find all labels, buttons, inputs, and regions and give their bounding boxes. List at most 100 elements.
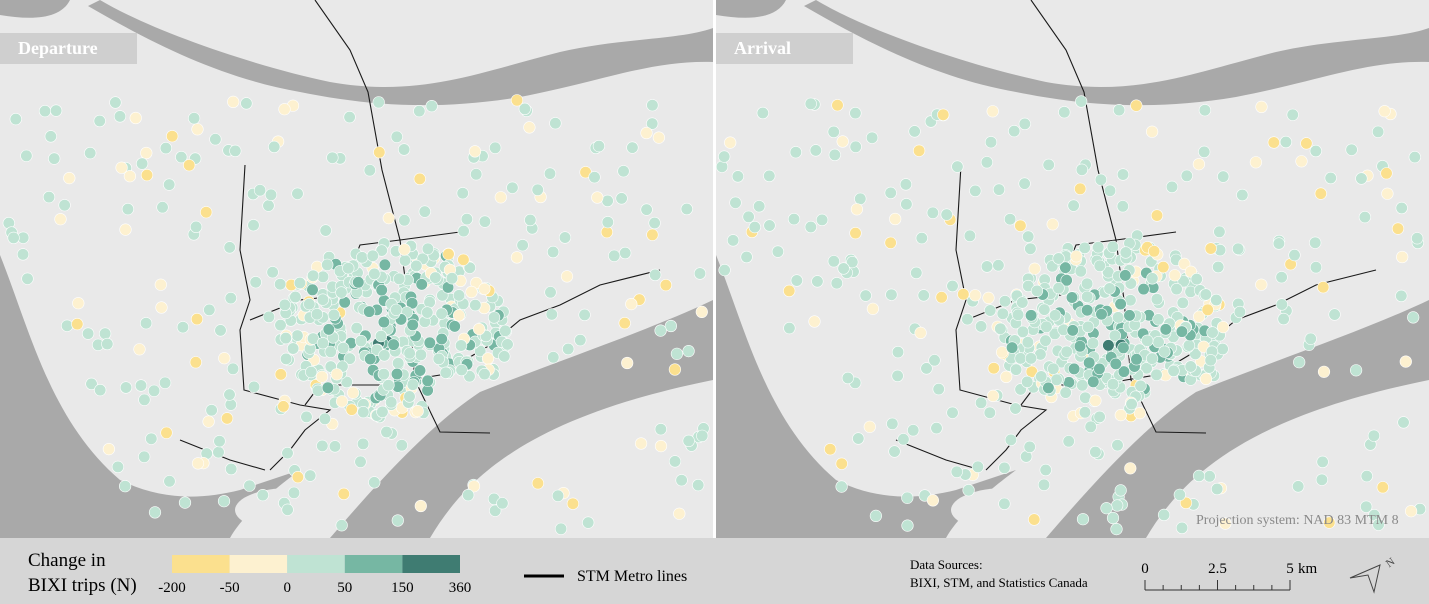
legend-swatch (229, 555, 288, 573)
hex-cell (1070, 250, 1083, 263)
hex-cell (1062, 435, 1075, 448)
hex-cell (423, 296, 436, 309)
hex-cell (1349, 364, 1363, 377)
hex-cell (1396, 250, 1409, 264)
hex-cell (1106, 240, 1119, 253)
hex-cell (343, 352, 356, 365)
hex-cell (1042, 381, 1055, 395)
hex-cell (601, 194, 614, 207)
hex-cell (1025, 309, 1038, 322)
hex-cell (1217, 321, 1230, 334)
hex-cell (1114, 484, 1127, 497)
hex-cell (626, 141, 639, 154)
hex-cell (980, 156, 994, 169)
hex-cell (224, 292, 237, 305)
hex-cell (693, 267, 707, 280)
hex-cell (414, 499, 427, 513)
hex-cell (470, 168, 483, 181)
hex-cell (1150, 293, 1164, 306)
hex-cell (1267, 136, 1280, 149)
hex-cell (1078, 406, 1092, 419)
hex-cell (281, 447, 294, 460)
hex-cell (191, 123, 204, 136)
hex-cell (716, 160, 729, 173)
hex-cell (214, 324, 227, 337)
hex-cell (465, 285, 478, 299)
hex-cell (392, 357, 405, 370)
hex-cell (376, 405, 389, 419)
hex-cell (724, 136, 737, 149)
panel-label-bg (716, 33, 853, 64)
hex-cell (649, 268, 662, 282)
hex-cell (189, 356, 202, 369)
hex-cell (621, 356, 634, 370)
hex-cell (1146, 352, 1159, 365)
hex-cell (410, 259, 423, 273)
hex-cell (1089, 394, 1102, 407)
hex-cell (85, 377, 98, 391)
hex-cell (646, 117, 659, 130)
hex-cell (1124, 462, 1137, 475)
hex-cell (850, 203, 863, 216)
hex-cell (159, 376, 172, 389)
hex-cell (455, 339, 468, 352)
hex-cell (7, 231, 20, 244)
hex-cell (915, 232, 928, 245)
hex-cell (1189, 347, 1202, 361)
hex-cell (1355, 172, 1368, 185)
hex-cell (1146, 272, 1159, 285)
hex-cell (1113, 103, 1126, 117)
hex-cell (1216, 342, 1229, 356)
hex-cell (1395, 289, 1408, 303)
hex-cell (448, 320, 461, 333)
hex-cell (303, 298, 316, 311)
hex-cell (618, 317, 631, 330)
hex-cell (1199, 288, 1212, 301)
hex-cell (209, 133, 222, 146)
hex-cell (837, 262, 850, 275)
hex-cell (425, 99, 438, 113)
hex-cell (1010, 363, 1023, 376)
hex-cell (748, 221, 761, 234)
hex-cell (809, 144, 822, 157)
hex-cell (190, 313, 204, 326)
hex-cell (421, 242, 435, 255)
hex-cell (544, 286, 557, 299)
hex-cell (619, 246, 632, 260)
hex-cell (262, 199, 275, 212)
hex-cell (1206, 326, 1219, 339)
hex-cell (1024, 352, 1038, 365)
hex-cell (264, 188, 278, 201)
hex-cell (1059, 386, 1072, 399)
hex-cell (1309, 261, 1323, 274)
hex-cell (982, 291, 995, 305)
hex-cell (849, 106, 862, 120)
hex-cell (566, 497, 580, 510)
hex-cell (94, 384, 107, 397)
hex-cell (442, 248, 455, 261)
hex-cell (1249, 156, 1263, 169)
hex-cell (1006, 341, 1019, 354)
hex-cell (293, 276, 307, 290)
hex-cell (1182, 339, 1196, 352)
hex-cell (1116, 200, 1129, 213)
hex-cell (119, 381, 133, 394)
hex-cell (291, 471, 305, 484)
hex-cell (1040, 320, 1053, 333)
hex-cell (327, 308, 341, 322)
hex-cell (390, 303, 403, 316)
hex-cell (133, 343, 146, 356)
hex-cell (1109, 357, 1122, 371)
hex-cell (501, 338, 514, 351)
hex-cell (54, 213, 67, 226)
hex-cell (1272, 237, 1286, 250)
hex-cell (824, 443, 837, 456)
hex-cell (1106, 378, 1120, 391)
hex-cell (1086, 337, 1100, 350)
hex-cell (1360, 470, 1373, 483)
hex-cell (518, 102, 531, 115)
hex-cell (1030, 284, 1044, 298)
hex-cell (753, 200, 766, 213)
hex-cell (145, 432, 158, 445)
hex-cell (1175, 325, 1189, 338)
